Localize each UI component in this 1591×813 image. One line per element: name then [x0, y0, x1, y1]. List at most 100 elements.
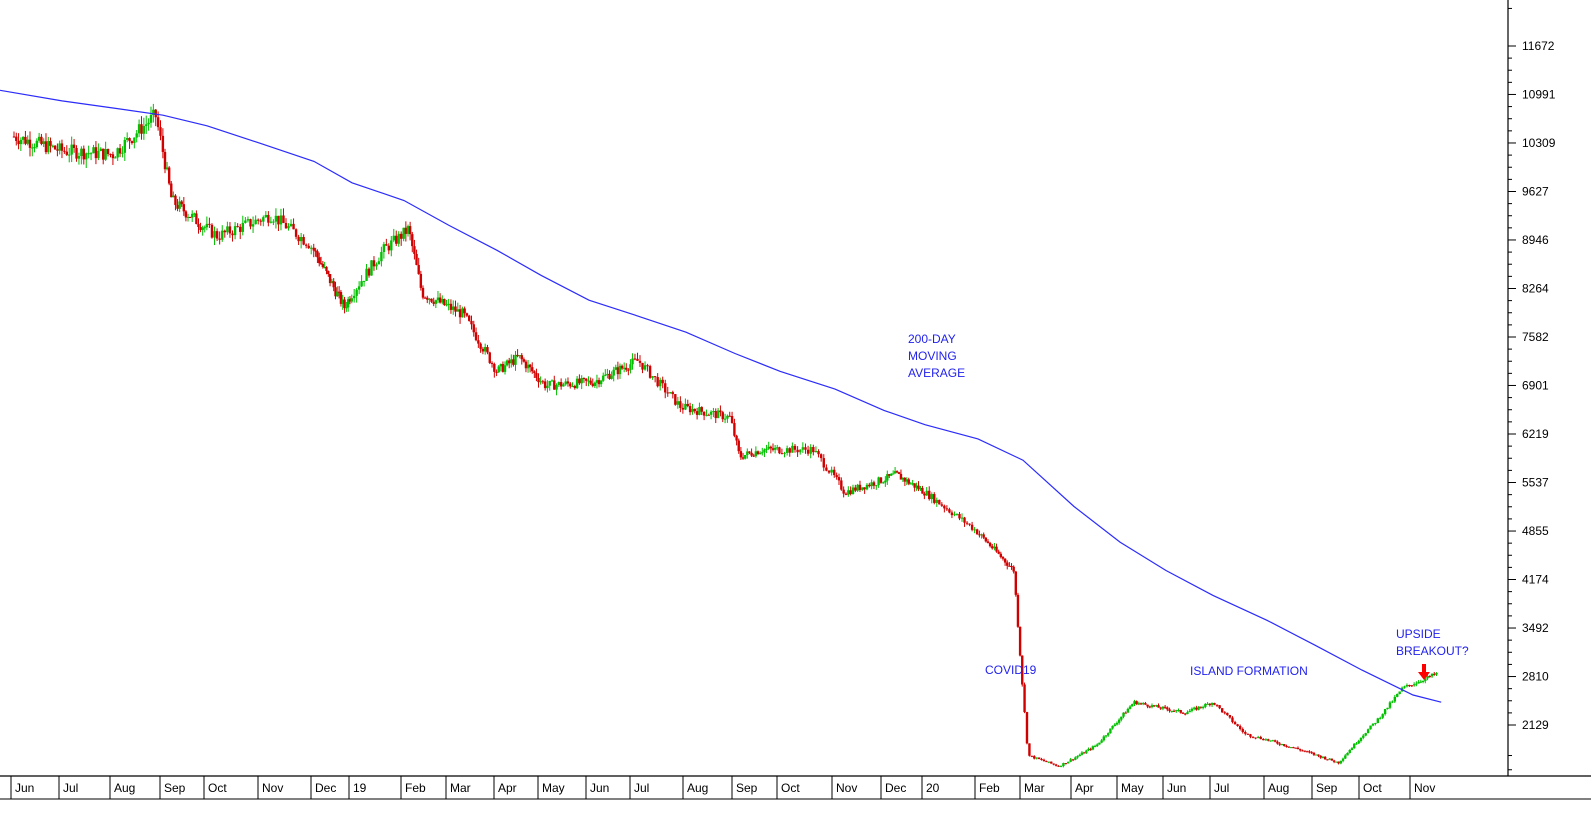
candle-body — [633, 358, 637, 360]
candle-body — [372, 260, 376, 267]
candle-body — [991, 546, 994, 549]
candle-body — [302, 237, 305, 245]
y-tick-label: 8264 — [1522, 281, 1549, 295]
candle-body — [53, 145, 57, 150]
candle-body — [279, 215, 283, 225]
candle-body — [345, 307, 348, 309]
candle-body — [1264, 739, 1268, 741]
candle-body — [1115, 722, 1119, 725]
candle-body — [627, 369, 630, 371]
candle-body — [825, 467, 828, 471]
candle-body — [669, 392, 672, 394]
candle-body — [809, 447, 812, 454]
annotations: 200-DAY MOVING AVERAGE COVID19 ISLAND FORMAT… — [908, 332, 1469, 680]
candle-body — [77, 156, 81, 159]
candle-body — [221, 230, 224, 240]
candle-body — [1278, 743, 1281, 745]
candle-body — [1315, 754, 1318, 756]
candle-body — [1238, 726, 1242, 730]
candle-body — [35, 140, 39, 148]
candle-body — [1025, 712, 1029, 744]
candle-body — [569, 383, 572, 387]
candle-body — [319, 263, 323, 265]
candle-body — [178, 201, 181, 209]
candle-body — [1308, 751, 1311, 753]
breakout-arrow-icon — [1418, 664, 1430, 680]
candle-body — [191, 213, 194, 218]
candle-body — [597, 380, 601, 385]
candle-body — [884, 480, 887, 483]
candle-body — [888, 474, 891, 476]
candle-body — [748, 451, 751, 453]
candle-body — [1287, 746, 1291, 748]
candle-body — [135, 133, 138, 138]
candle-body — [1405, 685, 1409, 687]
candle-body — [709, 411, 713, 415]
candle-body — [629, 364, 632, 370]
candle-body — [142, 125, 146, 134]
candle-body — [182, 204, 186, 212]
candle-body — [1223, 712, 1226, 714]
candle-body — [188, 216, 192, 218]
candle-body — [133, 137, 136, 144]
candle-body — [582, 378, 586, 380]
candle-body — [1104, 735, 1108, 737]
candle-body — [986, 541, 990, 543]
candle-body — [1126, 708, 1130, 713]
candle-body — [575, 378, 579, 389]
candle-body — [1428, 676, 1431, 678]
candle-body — [1071, 759, 1075, 761]
candle-body — [882, 482, 885, 484]
candle-body — [688, 406, 692, 413]
x-tick-label: Dec — [315, 781, 336, 795]
candle-body — [1328, 758, 1331, 760]
candle-body — [205, 223, 209, 228]
y-tick-label: 3492 — [1522, 621, 1549, 635]
candle-body — [968, 523, 971, 525]
candle-body — [1299, 749, 1302, 751]
candle-body — [65, 151, 69, 155]
candle-body — [1246, 733, 1250, 735]
candle-body — [541, 381, 545, 383]
candle-body — [149, 114, 153, 123]
candle-body — [1350, 748, 1354, 751]
candle-body — [893, 471, 897, 474]
candle-body — [304, 244, 308, 246]
annotation-breakout: BREAKOUT? — [1396, 644, 1469, 658]
candle-body — [1177, 710, 1180, 712]
candle-body — [1359, 737, 1363, 741]
x-tick-label: Apr — [498, 781, 517, 795]
candle-body — [56, 149, 59, 151]
candle-body — [80, 148, 83, 157]
candle-body — [950, 512, 954, 516]
candle-body — [380, 252, 383, 262]
candle-body — [174, 195, 177, 205]
candle-body — [411, 234, 414, 247]
candle-body — [1117, 719, 1121, 723]
candle-body — [698, 407, 701, 415]
candle-body — [648, 366, 652, 378]
candle-body — [1042, 759, 1046, 762]
candle-body — [1133, 701, 1136, 705]
candle-body — [438, 297, 442, 303]
candle-body — [1008, 565, 1011, 567]
candle-body — [875, 485, 878, 487]
candle-body — [614, 367, 617, 370]
candle-body — [499, 364, 503, 367]
candle-body — [1014, 571, 1018, 595]
candle-body — [390, 240, 393, 251]
candle-body — [1289, 747, 1293, 749]
candle-body — [610, 375, 613, 379]
candle-body — [465, 313, 469, 316]
candle-body — [903, 477, 907, 482]
candle-body — [497, 366, 500, 373]
candle-body — [49, 141, 52, 146]
candle-body — [1337, 761, 1340, 764]
candle-body — [728, 415, 731, 417]
candle-body — [87, 153, 90, 155]
candle-body — [1233, 722, 1237, 725]
candle-body — [585, 378, 588, 381]
candle-body — [58, 143, 61, 151]
candle-body — [783, 452, 786, 454]
candle-body — [997, 551, 1000, 554]
